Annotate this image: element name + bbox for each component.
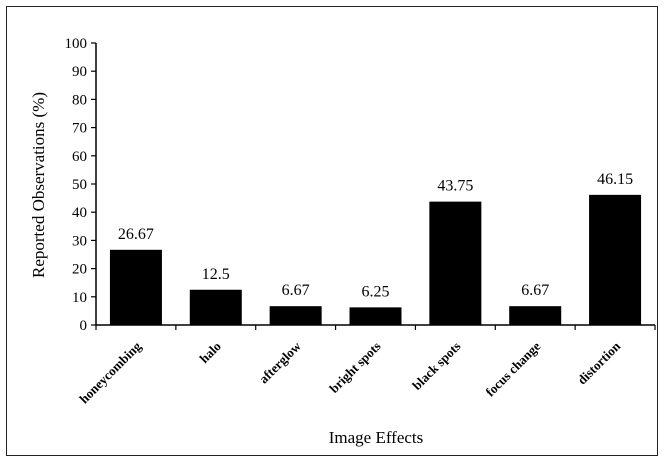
bars [109, 194, 642, 325]
x-tick-label: black spots [409, 339, 463, 393]
y-tick-label: 70 [72, 121, 87, 137]
data-label: 6.25 [362, 283, 390, 300]
bar-focus-change [509, 306, 562, 325]
y-tick-label: 40 [72, 205, 87, 221]
data-label: 6.67 [521, 282, 549, 299]
y-tick-label: 10 [72, 290, 87, 306]
x-tick-label: distortion [574, 338, 623, 387]
x-tick-label: honeycombing [76, 338, 144, 406]
y-tick-label: 80 [72, 92, 87, 108]
bar-afterglow [269, 306, 322, 325]
x-tick-labels: honeycombing halo afterglow bright spots bla… [76, 338, 624, 406]
y-tick-label: 30 [72, 233, 87, 249]
y-axis-title: Reported Observations (%) [29, 92, 48, 278]
data-label: 46.15 [597, 171, 633, 188]
data-labels: 26.67 12.5 6.67 6.25 43.75 6.67 46.15 [118, 171, 633, 301]
data-label: 43.75 [437, 178, 473, 195]
y-tick-label: 50 [72, 177, 87, 193]
y-tick-labels: 0 10 20 30 40 50 60 70 80 90 100 [65, 36, 88, 334]
data-label: 6.67 [282, 282, 310, 299]
bar-distortion [589, 194, 642, 325]
y-tick-label: 0 [80, 318, 88, 334]
bar-bright-spots [349, 307, 402, 325]
bar-honeycombing [109, 249, 162, 325]
x-axis-title: Image Effects [329, 428, 424, 447]
y-tick-label: 20 [72, 262, 87, 278]
data-label: 12.5 [202, 266, 230, 283]
y-tick-label: 90 [72, 64, 87, 80]
x-tick-label: focus change [482, 338, 543, 399]
bar-halo [189, 289, 242, 325]
bar-black-spots [429, 201, 482, 325]
y-tick-label: 60 [72, 149, 87, 165]
y-tick-label: 100 [65, 36, 88, 52]
x-tick-label: afterglow [256, 338, 304, 386]
chart-frame [6, 6, 658, 456]
data-label: 26.67 [118, 226, 154, 243]
x-tick-label: halo [196, 339, 223, 366]
x-tick-label: bright spots [326, 339, 383, 396]
